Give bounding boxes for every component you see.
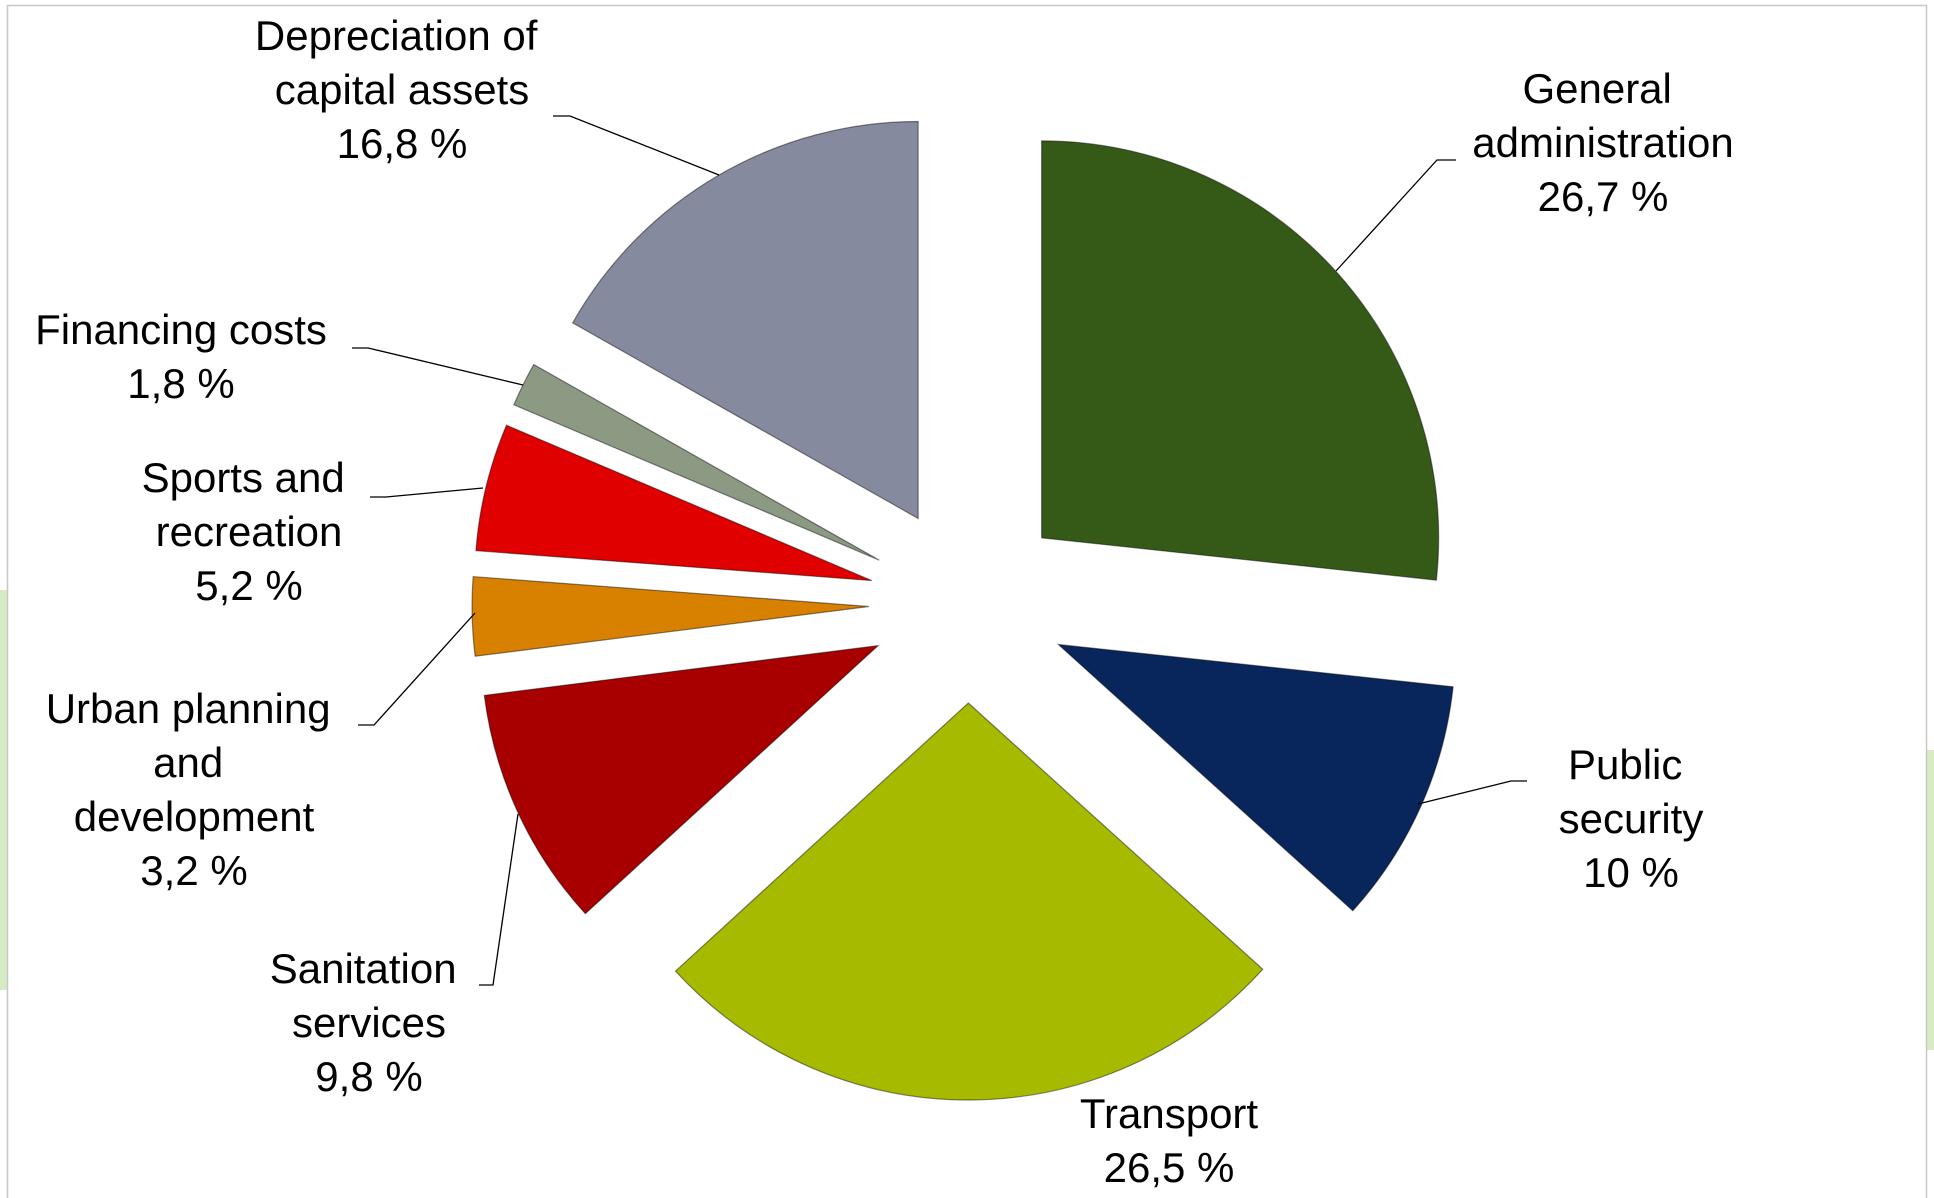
background-accent (1927, 750, 1934, 1050)
pie-slice (571, 120, 919, 520)
value-label: 5,2 % (195, 562, 302, 609)
leader-line (1335, 159, 1456, 272)
leader-line (370, 487, 484, 498)
leader-line (1417, 780, 1527, 805)
value-label: 9,8 % (315, 1053, 422, 1100)
pie-slice (475, 424, 873, 582)
background-accent (0, 590, 7, 990)
pie-slice (483, 644, 880, 915)
leader-line (352, 347, 524, 386)
value-label: 10 % (1583, 849, 1679, 896)
chart-border (6, 4, 1928, 1198)
pie-slice (1041, 140, 1440, 581)
leader-line (358, 612, 476, 726)
slice-label: Depreciation of capital assets (255, 12, 549, 113)
pie-slice (674, 702, 1264, 1101)
slice-label: Sanitation services (270, 945, 468, 1046)
value-label: 1,8 % (127, 360, 234, 407)
leader-line (553, 115, 720, 176)
slice-label: Sports and recreation (142, 454, 357, 555)
slice-label: Financing costs (35, 306, 327, 353)
pie-slice (471, 575, 870, 657)
value-label: 26,7 % (1538, 173, 1669, 220)
value-label: 3,2 % (140, 847, 247, 894)
slice-label: Public security (1559, 741, 1704, 842)
slice-label: Transport (1080, 1090, 1259, 1137)
leader-line (479, 813, 519, 986)
value-label: 16,8 % (337, 120, 468, 167)
pie-slice (1056, 643, 1454, 912)
slice-label: Urban planning and development (46, 685, 343, 840)
value-label: 26,5 % (1104, 1144, 1235, 1191)
pie-slice (513, 363, 880, 561)
slice-label: General administration (1472, 65, 1733, 166)
